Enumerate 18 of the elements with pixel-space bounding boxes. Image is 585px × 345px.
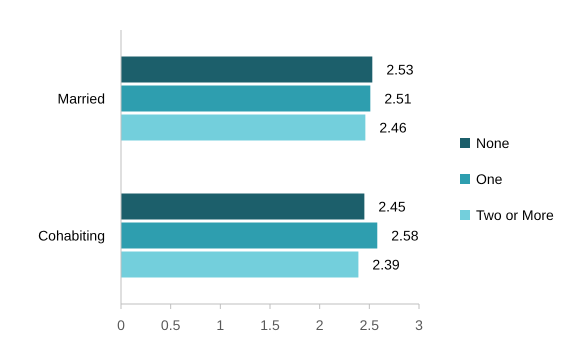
legend-label: Two or More [476, 207, 554, 223]
x-tick-label: 2.5 [360, 317, 380, 333]
legend-label: None [476, 135, 510, 151]
x-tick-label: 0.5 [160, 317, 181, 333]
x-tick-label: 1.5 [260, 317, 280, 333]
data-label: 2.51 [384, 90, 412, 106]
data-label: 2.39 [372, 256, 400, 272]
data-label: 2.53 [386, 62, 414, 78]
data-label: 2.45 [378, 198, 406, 214]
legend-label: One [476, 171, 503, 187]
data-label: 2.58 [391, 228, 419, 244]
data-label: 2.46 [379, 120, 407, 136]
x-tick-label: 2 [316, 317, 324, 333]
x-tick-label: 0 [117, 317, 126, 333]
y-tick-label: Married [58, 90, 105, 106]
x-tick-label: 3 [415, 317, 424, 333]
y-tick-label: Cohabiting [38, 228, 105, 244]
x-tick-label: 1 [216, 317, 224, 333]
